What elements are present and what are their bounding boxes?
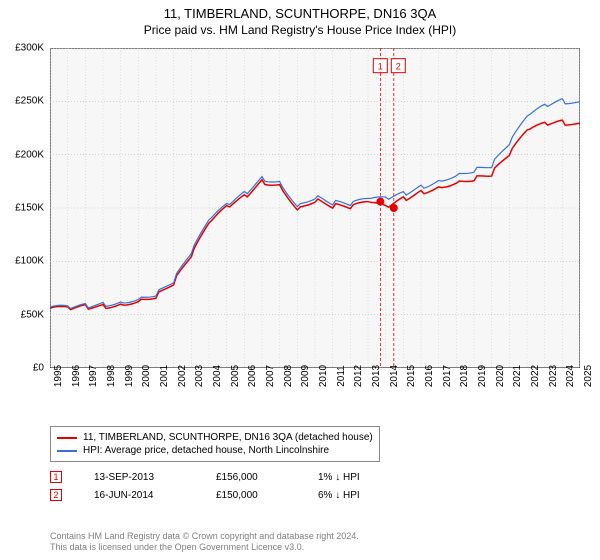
- x-tick-label: 2010: [318, 365, 329, 387]
- x-tick-label: 2011: [336, 365, 347, 387]
- x-tick-label: 2008: [283, 365, 294, 387]
- legend-swatch: [57, 450, 77, 452]
- x-tick-label: 2009: [300, 365, 311, 387]
- legend-swatch: [57, 437, 77, 439]
- sale-price: £156,000: [216, 472, 286, 483]
- x-tick-label: 2012: [353, 365, 364, 387]
- x-tick-label: 2005: [230, 365, 241, 387]
- sale-row: 1 13-SEP-2013 £156,000 1% ↓ HPI: [50, 468, 580, 486]
- x-tick-label: 2024: [565, 365, 576, 387]
- x-tick-label: 1995: [53, 365, 64, 387]
- x-tick-label: 2022: [530, 365, 541, 387]
- x-axis: 1995199619971998199920002001200220032004…: [50, 372, 580, 422]
- x-tick-label: 2013: [371, 365, 382, 387]
- y-tick-label: £150K: [15, 203, 44, 214]
- x-tick-label: 2023: [548, 365, 559, 387]
- x-tick-label: 2025: [583, 365, 594, 387]
- x-tick-label: 2017: [442, 365, 453, 387]
- sale-date: 13-SEP-2013: [94, 472, 184, 483]
- x-tick-label: 2002: [177, 365, 188, 387]
- legend-label: 11, TIMBERLAND, SCUNTHORPE, DN16 3QA (de…: [83, 432, 373, 443]
- x-tick-label: 2021: [512, 365, 523, 387]
- sale-marker-icon: 2: [50, 489, 62, 501]
- y-axis: £0£50K£100K£150K£200K£250K£300K: [0, 48, 48, 368]
- sales-table: 1 13-SEP-2013 £156,000 1% ↓ HPI 2 16-JUN…: [50, 468, 580, 504]
- y-tick-label: £300K: [15, 43, 44, 54]
- sale-diff: 1% ↓ HPI: [318, 472, 360, 483]
- legend-item: 11, TIMBERLAND, SCUNTHORPE, DN16 3QA (de…: [57, 431, 373, 444]
- svg-text:1: 1: [378, 62, 383, 72]
- sale-row: 2 16-JUN-2014 £150,000 6% ↓ HPI: [50, 486, 580, 504]
- x-tick-label: 2014: [389, 365, 400, 387]
- plot-area: 12: [50, 48, 580, 368]
- chart-container: 11, TIMBERLAND, SCUNTHORPE, DN16 3QA Pri…: [0, 0, 600, 560]
- x-tick-label: 1997: [88, 365, 99, 387]
- x-tick-label: 2003: [194, 365, 205, 387]
- legend-item: HPI: Average price, detached house, Nort…: [57, 444, 373, 457]
- x-tick-label: 2000: [141, 365, 152, 387]
- x-tick-label: 1996: [71, 365, 82, 387]
- footer-line-2: This data is licensed under the Open Gov…: [50, 542, 359, 554]
- footer-line-1: Contains HM Land Registry data © Crown c…: [50, 531, 359, 543]
- footer-text: Contains HM Land Registry data © Crown c…: [50, 531, 359, 554]
- x-tick-label: 2020: [495, 365, 506, 387]
- legend-label: HPI: Average price, detached house, Nort…: [83, 445, 329, 456]
- sale-marker-icon: 1: [50, 471, 62, 483]
- svg-text:2: 2: [396, 62, 401, 72]
- chart-title: 11, TIMBERLAND, SCUNTHORPE, DN16 3QA: [0, 0, 600, 21]
- legend-area: 11, TIMBERLAND, SCUNTHORPE, DN16 3QA (de…: [50, 426, 580, 504]
- y-tick-label: £200K: [15, 149, 44, 160]
- plot-svg: 12: [50, 48, 580, 368]
- x-tick-label: 2004: [212, 365, 223, 387]
- chart-subtitle: Price paid vs. HM Land Registry's House …: [0, 21, 600, 37]
- sale-date: 16-JUN-2014: [94, 490, 184, 501]
- x-tick-label: 2015: [406, 365, 417, 387]
- x-tick-label: 2006: [247, 365, 258, 387]
- x-tick-label: 1999: [124, 365, 135, 387]
- x-tick-label: 2001: [159, 365, 170, 387]
- y-tick-label: £100K: [15, 256, 44, 267]
- x-tick-label: 2018: [459, 365, 470, 387]
- x-tick-label: 1998: [106, 365, 117, 387]
- y-tick-label: £0: [33, 363, 44, 374]
- x-tick-label: 2007: [265, 365, 276, 387]
- sale-price: £150,000: [216, 490, 286, 501]
- legend-box: 11, TIMBERLAND, SCUNTHORPE, DN16 3QA (de…: [50, 426, 380, 462]
- y-tick-label: £250K: [15, 96, 44, 107]
- x-tick-label: 2019: [477, 365, 488, 387]
- x-tick-label: 2016: [424, 365, 435, 387]
- y-tick-label: £50K: [21, 309, 44, 320]
- sale-diff: 6% ↓ HPI: [318, 490, 360, 501]
